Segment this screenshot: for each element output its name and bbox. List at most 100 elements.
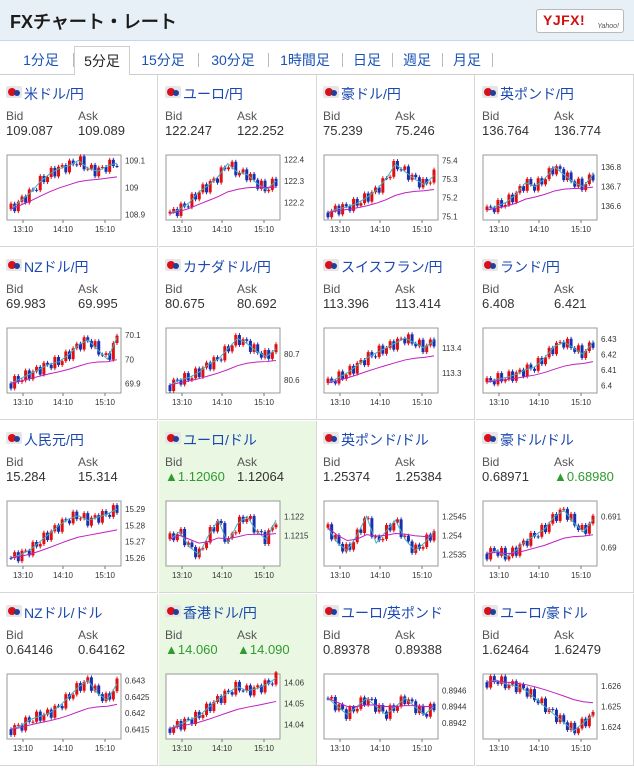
candle-body — [205, 542, 209, 549]
candle-body — [208, 526, 212, 543]
mini-chart[interactable]: 70.1 70 69.9 13:10 14:10 15:10 — [5, 325, 155, 409]
candle-body — [337, 535, 341, 544]
mini-chart[interactable]: 113.4 113.3 13:10 14:10 15:10 — [322, 325, 472, 409]
candle-body — [194, 711, 198, 725]
x-tick-label: 14:10 — [53, 398, 74, 407]
pair-name-link[interactable]: ユーロ/豪ドル — [500, 605, 588, 621]
ask-value: 1.12064 — [237, 469, 284, 484]
candle-body — [333, 535, 337, 540]
pair-cell: ユーロ/豪ドル Bid Ask 1.62464 1.62479 1.626 1.625 1.6… — [476, 594, 634, 766]
mini-chart[interactable]: 0.643 0.6425 0.642 0.6415 13:10 14:10 15:10 — [5, 671, 155, 755]
ma-long-line — [10, 703, 118, 730]
candle-body — [248, 516, 252, 519]
pair-cell: スイスフラン/円 Bid Ask 113.396 113.414 113.4 113.3 13… — [317, 248, 475, 420]
pair-name-link[interactable]: ランド/円 — [500, 259, 560, 275]
pair-name-link[interactable]: NZドル/円 — [24, 259, 89, 275]
candle-body — [489, 206, 493, 208]
candle-body — [414, 544, 418, 553]
candle-body — [226, 538, 230, 542]
y-tick-label: 6.4 — [601, 381, 613, 390]
pair-name-link[interactable]: 英ポンド/円 — [500, 86, 574, 102]
pair-name-link[interactable]: 豪ドル/円 — [341, 86, 401, 102]
tab-15min[interactable]: 15分足 — [141, 52, 185, 68]
candle-body — [67, 351, 71, 360]
x-tick-label: 15:10 — [254, 398, 275, 407]
mini-chart[interactable]: 1.2545 1.254 1.2535 13:10 14:10 15:10 — [322, 498, 472, 582]
y-tick-label: 6.42 — [601, 350, 617, 359]
pair-name-link[interactable]: 豪ドル/ドル — [500, 432, 574, 448]
pair-name-link[interactable]: 米ドル/円 — [24, 86, 84, 102]
pair-cell: 豪ドル/ドル Bid Ask 0.68971 ▲0.68980 0.691 0.69 13:1… — [476, 421, 634, 593]
candle-body — [172, 726, 176, 733]
pair-name-link[interactable]: 英ポンド/ドル — [341, 432, 429, 448]
tab-weekly[interactable]: 週足 — [403, 52, 431, 68]
candle-body — [223, 346, 227, 361]
candle-body — [35, 711, 39, 722]
y-tick-label: 15.28 — [125, 521, 146, 530]
candle-body — [569, 338, 573, 349]
mini-chart[interactable]: 6.43 6.42 6.41 6.4 13:10 14:10 15:10 — [481, 325, 631, 409]
mini-chart[interactable]: 80.7 80.6 13:10 14:10 15:10 — [164, 325, 314, 409]
candle-body — [425, 345, 429, 353]
candle-body — [388, 176, 392, 179]
mini-chart[interactable]: 75.4 75.3 75.2 75.1 13:10 14:10 15:10 — [322, 152, 472, 236]
mini-chart[interactable]: 136.8 136.7 136.6 13:10 14:10 15:10 — [481, 152, 631, 236]
mini-chart[interactable]: 122.4 122.3 122.2 13:10 14:10 15:10 — [164, 152, 314, 236]
tab-daily[interactable]: 日足 — [353, 52, 381, 68]
candle-body — [168, 211, 172, 214]
mini-chart[interactable]: 0.691 0.69 13:10 14:10 15:10 — [481, 498, 631, 582]
candle-body — [374, 356, 378, 358]
pair-name-link[interactable]: カナダドル/円 — [183, 259, 271, 275]
mini-chart[interactable]: 15.29 15.28 15.27 15.26 13:10 14:10 15:10 — [5, 498, 155, 582]
candle-body — [359, 529, 363, 533]
tab-30min[interactable]: 30分足 — [211, 52, 255, 68]
candle-body — [496, 551, 500, 556]
tab-1hour[interactable]: 1時間足 — [280, 52, 330, 68]
mini-chart[interactable]: 109.1 109 108.9 13:10 14:10 15:10 — [5, 152, 155, 236]
candle-body — [403, 166, 407, 170]
candle-body — [333, 381, 337, 384]
candle-body — [13, 552, 17, 559]
candle-body — [414, 343, 418, 347]
candle-body — [46, 362, 50, 365]
tab-monthly[interactable]: 月足 — [453, 52, 481, 68]
ask-value: 109.089 — [78, 123, 125, 138]
yjfx-logo[interactable]: YJFX! Yahoo! — [536, 9, 624, 33]
gb-flag-icon — [482, 86, 498, 98]
candle-body — [421, 178, 425, 188]
mini-chart[interactable]: 14.06 14.05 14.04 13:10 14:10 15:10 — [164, 671, 314, 755]
pair-name-link[interactable]: スイスフラン/円 — [341, 259, 443, 275]
tab-5min[interactable]: 5分足 — [74, 46, 130, 76]
mini-chart[interactable]: 1.626 1.625 1.624 13:10 14:10 15:10 — [481, 671, 631, 755]
tab-1min[interactable]: 1分足 — [23, 52, 59, 68]
y-tick-label: 15.29 — [125, 505, 146, 514]
pair-name-link[interactable]: ユーロ/円 — [183, 86, 243, 102]
x-tick-label: 14:10 — [212, 744, 233, 753]
candle-body — [518, 369, 522, 373]
candle-body — [355, 198, 359, 206]
candle-body — [384, 347, 388, 354]
ma-short-line — [327, 515, 435, 552]
candle-body — [252, 344, 256, 352]
ask-label: Ask — [554, 628, 575, 642]
mini-chart[interactable]: 0.8946 0.8944 0.8942 13:10 14:10 15:10 — [322, 671, 472, 755]
plot-frame — [482, 673, 598, 740]
ask-value: 0.89388 — [395, 642, 442, 657]
candle-body — [489, 378, 493, 381]
candle-body — [197, 711, 201, 718]
candle-body — [100, 166, 104, 168]
pair-name-link[interactable]: ユーロ/英ポンド — [341, 605, 443, 621]
pair-name-link[interactable]: ユーロ/ドル — [183, 432, 257, 448]
pair-name-link[interactable]: 人民元/円 — [24, 432, 84, 448]
pair-name-link[interactable]: 香港ドル/円 — [183, 605, 257, 621]
candle-body — [395, 706, 399, 711]
candle-body — [24, 550, 28, 552]
pair-name-link[interactable]: NZドル/ドル — [24, 605, 103, 621]
mini-chart[interactable]: 1.122 1.1215 13:10 14:10 15:10 — [164, 498, 314, 582]
candle-body — [547, 523, 551, 533]
x-tick-label: 15:10 — [254, 744, 275, 753]
x-tick-label: 15:10 — [412, 571, 433, 580]
x-tick-label: 15:10 — [412, 225, 433, 234]
pair-cell: ユーロ/ドル Bid Ask ▲1.12060 1.12064 1.122 1.1215 13… — [159, 421, 317, 593]
candle-body — [525, 540, 529, 546]
